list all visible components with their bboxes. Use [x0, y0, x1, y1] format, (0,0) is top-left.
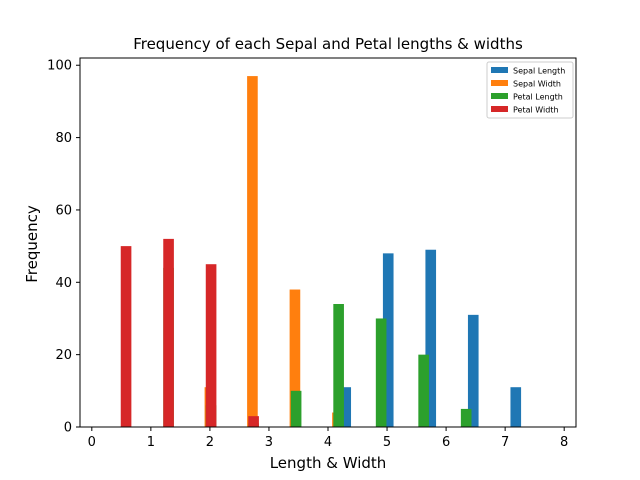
legend-label-sepal-width: Sepal Width — [513, 80, 561, 89]
y-tick-label: 80 — [55, 131, 72, 146]
bar-petal-length-3 — [290, 390, 302, 427]
legend-swatch-sepal-length — [491, 67, 508, 73]
bar-petal-length-6 — [418, 354, 429, 427]
x-tick-label: 1 — [147, 435, 155, 450]
bar-sepal-width-2 — [289, 289, 301, 427]
bar-petal-width-3 — [248, 416, 259, 427]
legend-box — [486, 61, 574, 119]
bar-petal-width-2 — [205, 264, 217, 427]
bar-sepal-length-4 — [510, 387, 522, 427]
legend-swatch-petal-width — [491, 106, 508, 112]
x-tick-label: 8 — [560, 435, 568, 450]
x-tick-label: 4 — [324, 435, 332, 450]
bar-petal-length-5 — [375, 318, 387, 427]
y-tick-label: 60 — [55, 203, 72, 218]
y-tick-label: 20 — [55, 348, 72, 363]
legend-swatch-petal-length — [491, 93, 508, 99]
bar-sepal-width-1 — [247, 76, 258, 428]
x-axis-label: Length & Width — [270, 454, 387, 472]
y-tick-label: 0 — [64, 421, 72, 436]
y-tick-label: 40 — [55, 276, 72, 291]
bar-petal-width-1 — [163, 238, 174, 427]
bar-petal-width-0 — [120, 246, 132, 427]
x-tick-label: 7 — [501, 435, 509, 450]
bar-sepal-length-2 — [425, 249, 437, 427]
x-tick-label: 5 — [383, 435, 391, 450]
bar-sepal-length-1 — [382, 253, 394, 427]
x-tick-label: 2 — [206, 435, 214, 450]
bar-petal-length-4 — [333, 304, 344, 427]
x-tick-label: 0 — [88, 435, 96, 450]
legend-label-petal-length: Petal Length — [513, 93, 563, 102]
bar-sepal-length-3 — [467, 314, 479, 427]
legend-swatch-sepal-width — [491, 80, 508, 86]
legend-label-petal-width: Petal Width — [513, 106, 559, 115]
bar-petal-length-7 — [460, 408, 472, 427]
bar-sepal-length-0 — [340, 387, 352, 427]
chart-title: Frequency of each Sepal and Petal length… — [133, 35, 523, 53]
x-tick-label: 3 — [265, 435, 273, 450]
y-tick-label: 100 — [47, 59, 72, 74]
y-axis-label: Frequency — [23, 205, 41, 283]
legend-label-sepal-length: Sepal Length — [513, 67, 565, 76]
legend: Sepal Length Sepal Width Petal Length Petal… — [486, 61, 574, 119]
x-tick-label: 6 — [442, 435, 450, 450]
